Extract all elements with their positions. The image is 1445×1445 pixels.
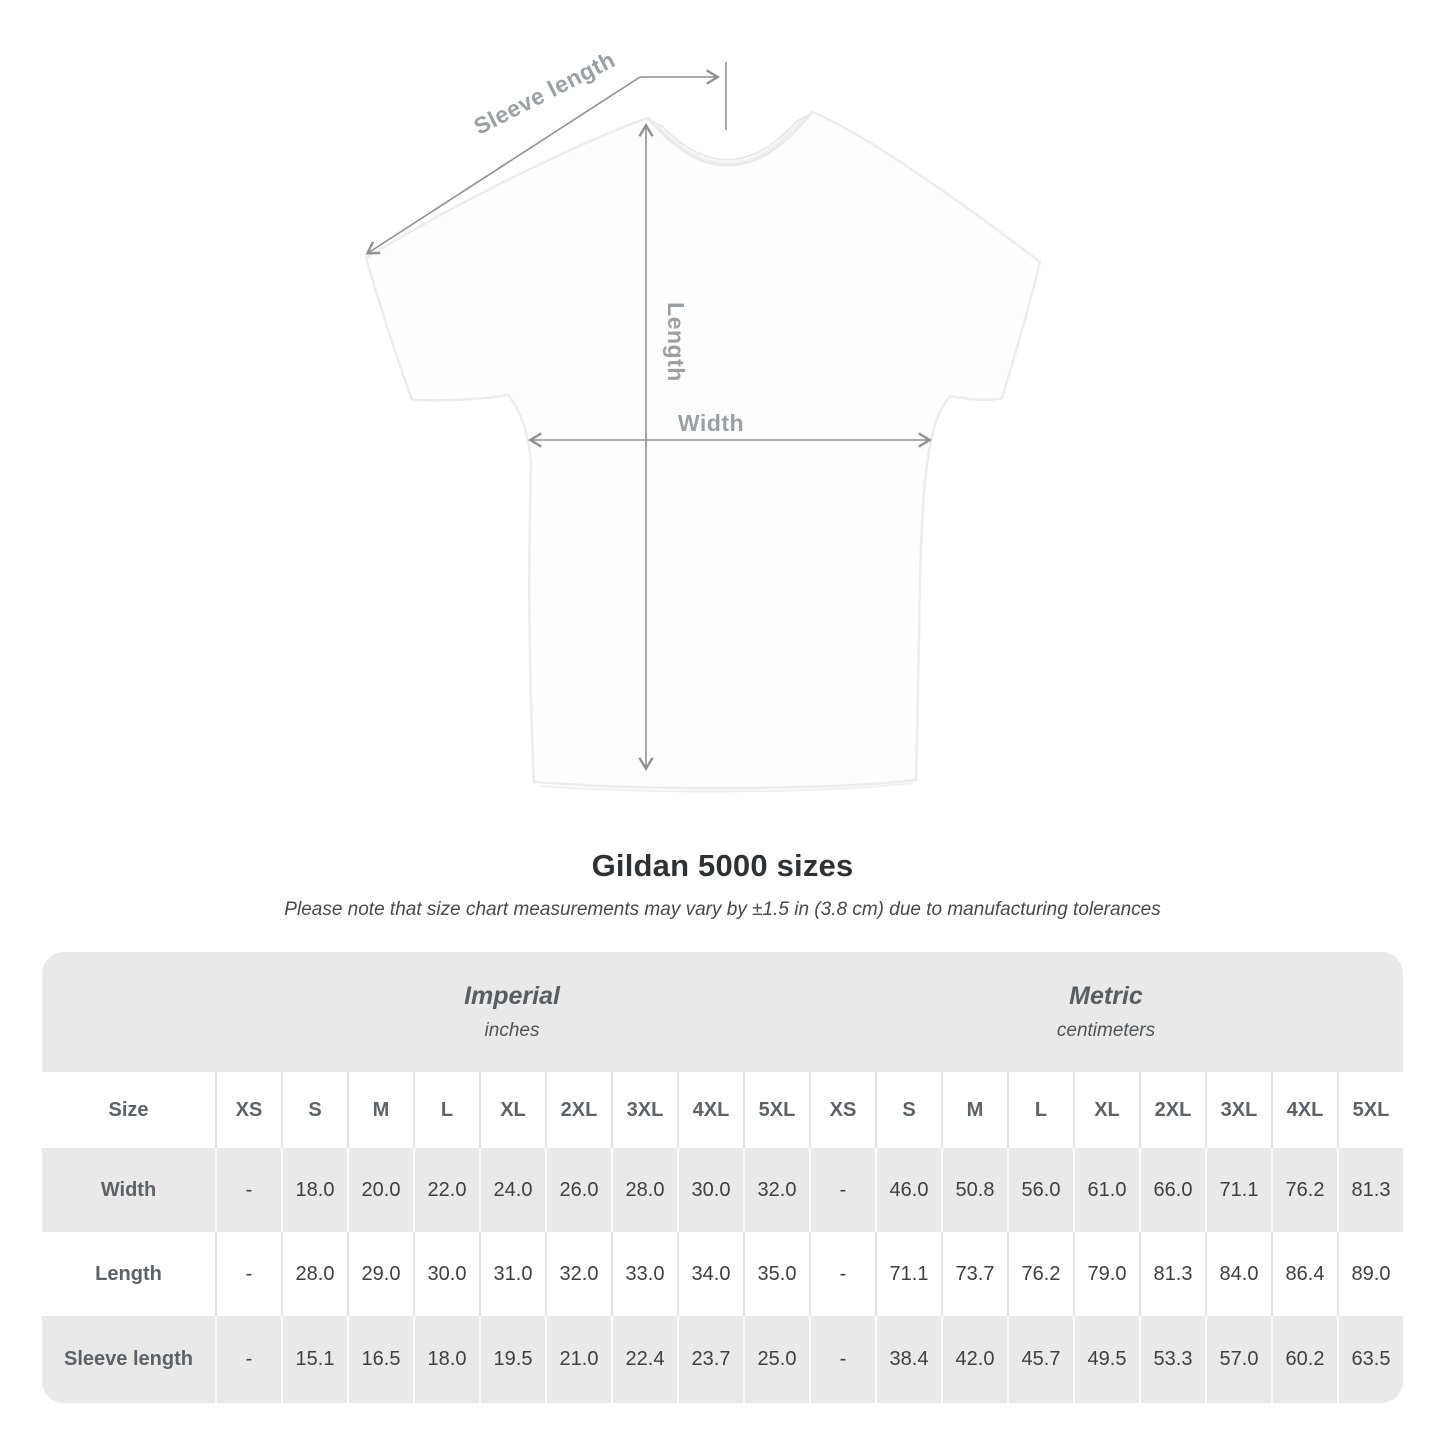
- size-header-cell: 4XL: [677, 1072, 743, 1148]
- value-cell-metric: 79.0: [1073, 1232, 1139, 1316]
- size-header-cell: S: [281, 1072, 347, 1148]
- size-header-cell: 2XL: [1139, 1072, 1205, 1148]
- size-header-cell: L: [413, 1072, 479, 1148]
- value-cell-imperial: 28.0: [611, 1148, 677, 1232]
- value-cell-metric: 71.1: [1205, 1148, 1271, 1232]
- unit-section-header-metric: Metric centimeters: [809, 952, 1403, 1072]
- value-cell-imperial: 22.4: [611, 1316, 677, 1403]
- size-header-cell: XL: [1073, 1072, 1139, 1148]
- value-cell-imperial: -: [215, 1316, 281, 1403]
- value-cell-metric: 38.4: [875, 1316, 941, 1403]
- value-cell-imperial: 18.0: [281, 1148, 347, 1232]
- size-header-cell: 3XL: [611, 1072, 677, 1148]
- value-cell-metric: 49.5: [1073, 1316, 1139, 1403]
- tshirt-measurement-diagram: Sleeve length Length Width: [364, 46, 1042, 793]
- value-cell-imperial: 22.0: [413, 1148, 479, 1232]
- size-header-cell: M: [941, 1072, 1007, 1148]
- page-title: Gildan 5000 sizes: [591, 848, 854, 883]
- value-cell-metric: 46.0: [875, 1148, 941, 1232]
- value-cell-imperial: 25.0: [743, 1316, 809, 1403]
- value-cell-metric: 42.0: [941, 1316, 1007, 1403]
- value-cell-metric: 76.2: [1271, 1148, 1337, 1232]
- value-cell-metric: 76.2: [1007, 1232, 1073, 1316]
- value-cell-imperial: 28.0: [281, 1232, 347, 1316]
- value-cell-imperial: 21.0: [545, 1316, 611, 1403]
- value-cell-metric: -: [809, 1316, 875, 1403]
- value-cell-imperial: 32.0: [743, 1148, 809, 1232]
- value-cell-imperial: 35.0: [743, 1232, 809, 1316]
- value-cell-imperial: 18.0: [413, 1316, 479, 1403]
- value-cell-imperial: 16.5: [347, 1316, 413, 1403]
- size-header-cell: XL: [479, 1072, 545, 1148]
- size-header-cell: 5XL: [743, 1072, 809, 1148]
- row-label-sleeve-length: Sleeve length: [42, 1316, 215, 1403]
- value-cell-imperial: 30.0: [413, 1232, 479, 1316]
- size-header-cell: 3XL: [1205, 1072, 1271, 1148]
- length-label: Length: [663, 302, 689, 382]
- size-header-cell: 2XL: [545, 1072, 611, 1148]
- value-cell-metric: 71.1: [875, 1232, 941, 1316]
- value-cell-metric: 81.3: [1139, 1232, 1205, 1316]
- value-cell-metric: 73.7: [941, 1232, 1007, 1316]
- sleeve-arrow-diagonal: [365, 76, 641, 255]
- value-cell-metric: 56.0: [1007, 1148, 1073, 1232]
- value-cell-metric: 50.8: [941, 1148, 1007, 1232]
- value-cell-imperial: 34.0: [677, 1232, 743, 1316]
- tshirt-image: [364, 110, 1042, 793]
- sleeve-length-label: Sleeve length: [470, 46, 620, 139]
- unit-name: Imperial: [464, 982, 560, 1010]
- value-cell-metric: 66.0: [1139, 1148, 1205, 1232]
- value-cell-imperial: -: [215, 1232, 281, 1316]
- value-cell-metric: 89.0: [1337, 1232, 1403, 1316]
- value-cell-imperial: 19.5: [479, 1316, 545, 1403]
- table-corner: [42, 952, 215, 1072]
- value-cell-imperial: 33.0: [611, 1232, 677, 1316]
- unit-subtitle: inches: [484, 1020, 540, 1041]
- value-cell-metric: 81.3: [1337, 1148, 1403, 1232]
- value-cell-imperial: 29.0: [347, 1232, 413, 1316]
- size-chart-table: Imperial inches Metric centimeters Size XS S M L…: [42, 952, 1403, 1403]
- unit-name: Metric: [1069, 982, 1143, 1010]
- tshirt-diagram-svg: Sleeve length Length Width: [364, 46, 1042, 793]
- row-label-length: Length: [42, 1232, 215, 1316]
- size-header-cell: M: [347, 1072, 413, 1148]
- value-cell-imperial: 31.0: [479, 1232, 545, 1316]
- size-column-header: Size: [42, 1072, 215, 1148]
- size-header-cell: S: [875, 1072, 941, 1148]
- size-header-cell: XS: [809, 1072, 875, 1148]
- unit-section-header-imperial: Imperial inches: [215, 952, 809, 1072]
- unit-subtitle: centimeters: [1056, 1020, 1156, 1041]
- size-header-cell: XS: [215, 1072, 281, 1148]
- size-header-cell: 4XL: [1271, 1072, 1337, 1148]
- measurement-arrows: [365, 62, 933, 772]
- value-cell-metric: 60.2: [1271, 1316, 1337, 1403]
- tolerance-note: Please note that size chart measurements…: [284, 899, 1161, 920]
- value-cell-imperial: 24.0: [479, 1148, 545, 1232]
- value-cell-imperial: 32.0: [545, 1232, 611, 1316]
- size-header-cell: 5XL: [1337, 1072, 1403, 1148]
- value-cell-imperial: 20.0: [347, 1148, 413, 1232]
- value-cell-metric: 86.4: [1271, 1232, 1337, 1316]
- value-cell-metric: 61.0: [1073, 1148, 1139, 1232]
- value-cell-imperial: 15.1: [281, 1316, 347, 1403]
- value-cell-imperial: -: [215, 1148, 281, 1232]
- value-cell-imperial: 23.7: [677, 1316, 743, 1403]
- value-cell-metric: 84.0: [1205, 1232, 1271, 1316]
- width-label: Width: [678, 410, 744, 436]
- value-cell-metric: 63.5: [1337, 1316, 1403, 1403]
- value-cell-metric: -: [809, 1148, 875, 1232]
- value-cell-metric: 45.7: [1007, 1316, 1073, 1403]
- value-cell-imperial: 30.0: [677, 1148, 743, 1232]
- value-cell-metric: 53.3: [1139, 1316, 1205, 1403]
- size-header-cell: L: [1007, 1072, 1073, 1148]
- value-cell-imperial: 26.0: [545, 1148, 611, 1232]
- value-cell-metric: -: [809, 1232, 875, 1316]
- row-label-width: Width: [42, 1148, 215, 1232]
- value-cell-metric: 57.0: [1205, 1316, 1271, 1403]
